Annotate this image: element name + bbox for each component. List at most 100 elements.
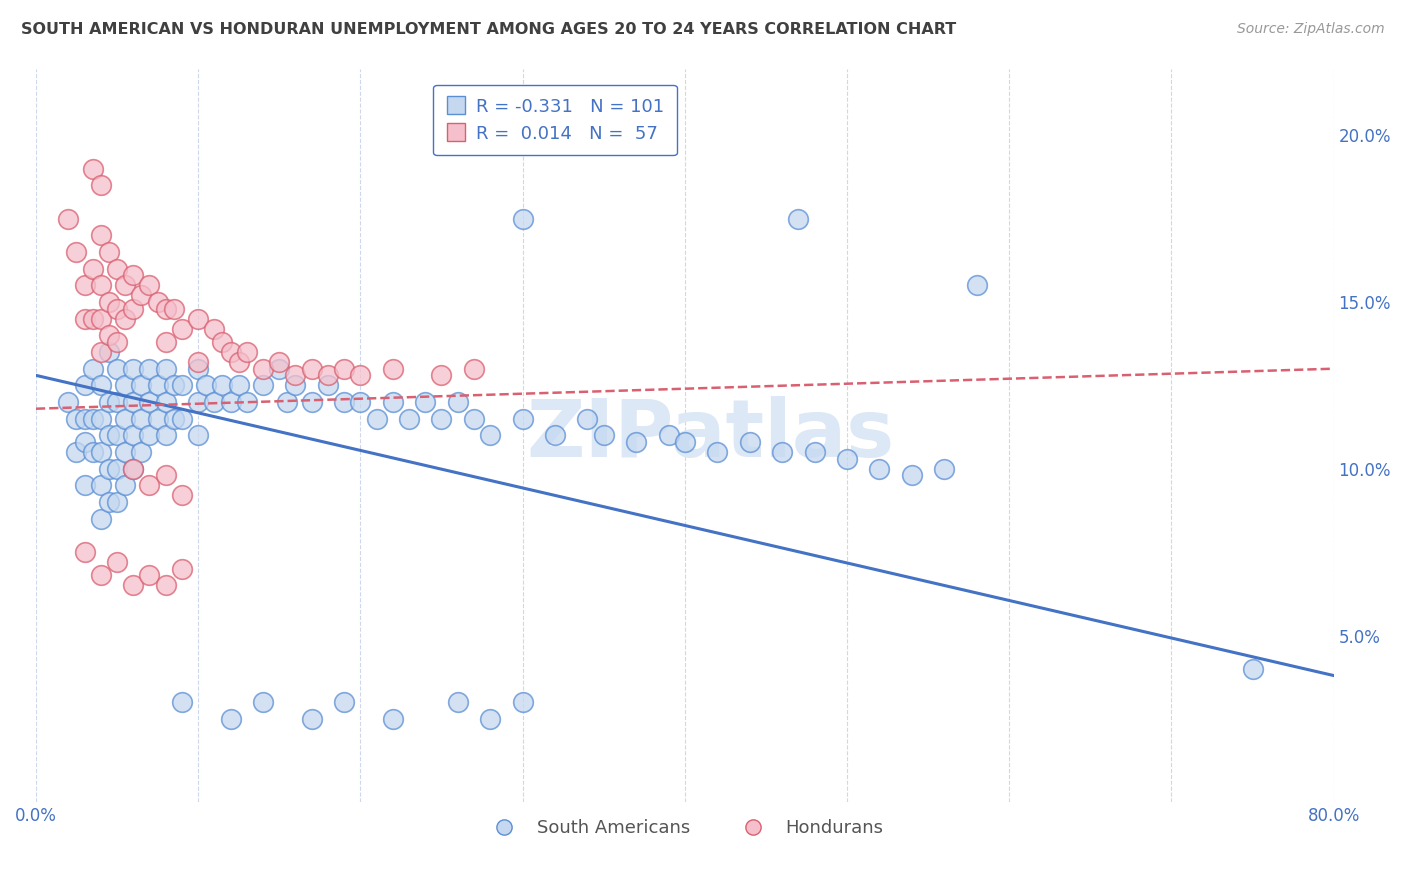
Point <box>187 428 209 442</box>
Text: Source: ZipAtlas.com: Source: ZipAtlas.com <box>1237 22 1385 37</box>
Point <box>155 301 177 316</box>
Point <box>105 428 128 442</box>
Point <box>170 321 193 335</box>
Legend: South Americans, Hondurans: South Americans, Hondurans <box>479 812 891 845</box>
Point <box>901 468 924 483</box>
Point <box>252 695 274 709</box>
Point <box>301 361 323 376</box>
Point <box>333 361 356 376</box>
Point <box>90 378 112 392</box>
Point <box>381 395 404 409</box>
Point <box>269 355 291 369</box>
Point <box>97 395 120 409</box>
Point <box>170 562 193 576</box>
Point <box>187 361 209 376</box>
Point <box>58 211 80 226</box>
Point <box>770 445 793 459</box>
Point <box>835 451 858 466</box>
Point <box>114 478 136 492</box>
Point <box>170 411 193 425</box>
Point <box>97 428 120 442</box>
Point <box>170 488 193 502</box>
Point <box>155 334 177 349</box>
Point <box>114 278 136 293</box>
Text: ZIPatlas: ZIPatlas <box>527 396 894 475</box>
Point <box>624 435 647 450</box>
Point <box>333 695 356 709</box>
Point <box>138 478 160 492</box>
Point <box>73 545 96 559</box>
Point <box>138 428 160 442</box>
Point <box>90 445 112 459</box>
Point <box>114 311 136 326</box>
Point <box>512 695 534 709</box>
Point <box>479 712 502 726</box>
Point <box>97 295 120 310</box>
Point <box>97 328 120 343</box>
Point <box>155 578 177 592</box>
Point <box>413 395 436 409</box>
Point <box>122 462 145 476</box>
Point <box>211 378 233 392</box>
Point <box>138 568 160 582</box>
Point <box>82 361 104 376</box>
Point <box>576 411 599 425</box>
Point <box>163 411 186 425</box>
Point <box>228 355 250 369</box>
Point <box>195 378 218 392</box>
Point <box>122 268 145 283</box>
Point <box>170 695 193 709</box>
Point <box>122 462 145 476</box>
Point <box>163 378 186 392</box>
Point <box>97 462 120 476</box>
Point <box>155 361 177 376</box>
Point <box>276 395 298 409</box>
Point <box>90 512 112 526</box>
Point <box>463 361 485 376</box>
Point <box>105 462 128 476</box>
Point <box>105 361 128 376</box>
Point <box>966 278 988 293</box>
Point <box>90 278 112 293</box>
Point <box>219 712 242 726</box>
Point <box>122 428 145 442</box>
Point <box>90 228 112 243</box>
Point <box>316 378 339 392</box>
Point <box>138 395 160 409</box>
Point <box>131 445 153 459</box>
Point <box>155 395 177 409</box>
Point <box>658 428 681 442</box>
Point <box>155 468 177 483</box>
Point <box>463 411 485 425</box>
Point <box>105 555 128 569</box>
Point <box>131 288 153 302</box>
Point <box>131 378 153 392</box>
Point <box>114 411 136 425</box>
Point <box>105 395 128 409</box>
Point <box>122 301 145 316</box>
Point <box>114 445 136 459</box>
Point <box>90 568 112 582</box>
Point <box>284 368 307 383</box>
Point <box>97 345 120 359</box>
Point <box>65 244 87 259</box>
Point <box>73 311 96 326</box>
Point <box>430 368 453 383</box>
Point <box>122 578 145 592</box>
Point <box>219 345 242 359</box>
Point <box>236 345 259 359</box>
Point <box>146 295 169 310</box>
Point <box>58 395 80 409</box>
Point <box>512 211 534 226</box>
Point <box>187 395 209 409</box>
Point <box>202 395 225 409</box>
Point <box>97 244 120 259</box>
Point <box>146 411 169 425</box>
Point <box>512 411 534 425</box>
Point <box>868 462 890 476</box>
Point <box>544 428 567 442</box>
Point <box>706 445 728 459</box>
Point <box>138 361 160 376</box>
Point <box>82 445 104 459</box>
Point <box>73 478 96 492</box>
